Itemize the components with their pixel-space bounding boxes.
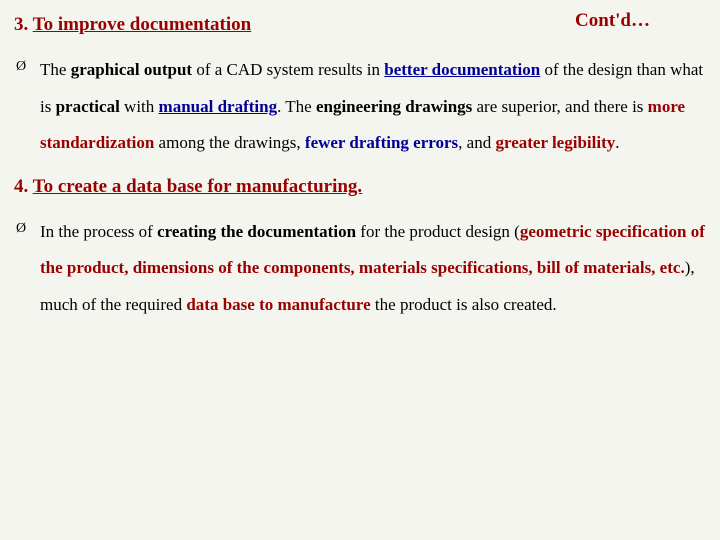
section4-title-text: To create a data base for manufacturing. <box>33 176 363 197</box>
s3-t16: greater legibility <box>495 133 615 152</box>
s4-t2: creating the documentation <box>157 222 356 241</box>
s3-t15: , and <box>458 133 495 152</box>
s3-t10: engineering drawings <box>316 97 472 116</box>
s4-t7: the product is also created. <box>371 295 557 314</box>
s3-t4: better documentation <box>384 60 540 79</box>
section4-title: 4. To create a data base for manufacturi… <box>14 176 706 198</box>
s3-t3: of a CAD system results in <box>192 60 384 79</box>
s3-t14: fewer drafting errors <box>305 133 458 152</box>
s3-t13: among the drawings, <box>154 133 305 152</box>
s3-t7: with <box>120 97 159 116</box>
section3-paragraph: The graphical output of a CAD system res… <box>14 52 706 162</box>
s4-t1: In the process of <box>40 222 157 241</box>
s3-t1: The <box>40 60 71 79</box>
section4-number: 4. <box>14 176 33 197</box>
s4-t6: data base to manufacture <box>186 295 370 314</box>
s3-t11: are superior, and there is <box>472 97 647 116</box>
section3-number: 3. <box>14 14 33 35</box>
s3-t9: . The <box>277 97 316 116</box>
s4-t3: for the product design ( <box>356 222 520 241</box>
s3-t17: . <box>615 133 619 152</box>
s3-t2: graphical output <box>71 60 192 79</box>
s3-t8: manual drafting <box>159 97 278 116</box>
section3-title-text: To improve documentation <box>33 14 252 35</box>
contd-label: Cont'd… <box>575 10 650 32</box>
section4-paragraph: In the process of creating the documenta… <box>14 214 706 324</box>
s3-t6: practical <box>56 97 120 116</box>
